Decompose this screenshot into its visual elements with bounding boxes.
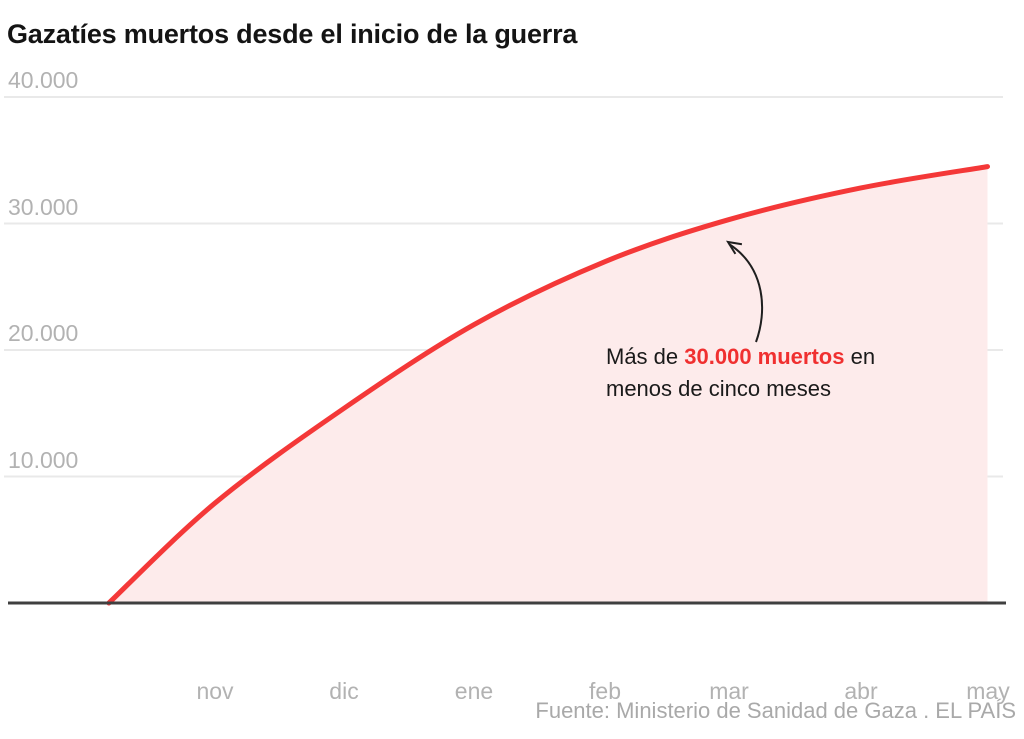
x-tick-month: mar: [709, 678, 749, 704]
annotation-highlight: 30.000 muertos: [684, 344, 845, 369]
area-fill: [108, 166, 988, 603]
source-credit: Fuente: Ministerio de Sanidad de Gaza . …: [535, 698, 1016, 723]
y-axis-tick-30000: 30.000: [8, 194, 79, 220]
chart-title: Gazatíes muertos desde el inicio de la g…: [7, 19, 578, 49]
annotation-callout: Más de 30.000 muertos en menos de cinco …: [606, 341, 875, 405]
annotation-arrow: [728, 243, 764, 343]
x-axis-tick-abr: abr: [844, 616, 877, 739]
annotation-text-pre: Más de: [606, 344, 685, 369]
x-tick-month: feb: [589, 678, 621, 704]
x-tick-month: nov: [196, 678, 234, 704]
x-tick-month: dic: [329, 678, 359, 704]
x-axis-tick-mar: mar: [709, 616, 749, 739]
y-axis-tick-20000: 20.000: [8, 320, 79, 346]
annotation-text-post: en: [844, 344, 876, 369]
x-tick-month: may: [966, 678, 1010, 704]
x-axis-tick-dic: dic: [329, 616, 358, 739]
annotation-arrowhead-icon: [725, 240, 743, 255]
x-tick-month: ene: [454, 678, 494, 704]
x-tick-month: abr: [844, 678, 878, 704]
deaths-trend-line: [106, 164, 990, 606]
annotation-line1: Más de 30.000 muertos en: [606, 341, 875, 373]
x-axis-tick-may: may: [966, 616, 1009, 739]
x-axis-tick-ene: ene 2024: [448, 616, 499, 739]
x-axis-tick-nov: nov 2023: [189, 616, 240, 739]
y-axis-tick-10000: 10.000: [8, 447, 79, 473]
x-axis-tick-feb: feb: [589, 616, 621, 739]
annotation-line2: menos de cinco meses: [606, 376, 831, 401]
y-axis-tick-40000: 40.000: [8, 67, 79, 93]
